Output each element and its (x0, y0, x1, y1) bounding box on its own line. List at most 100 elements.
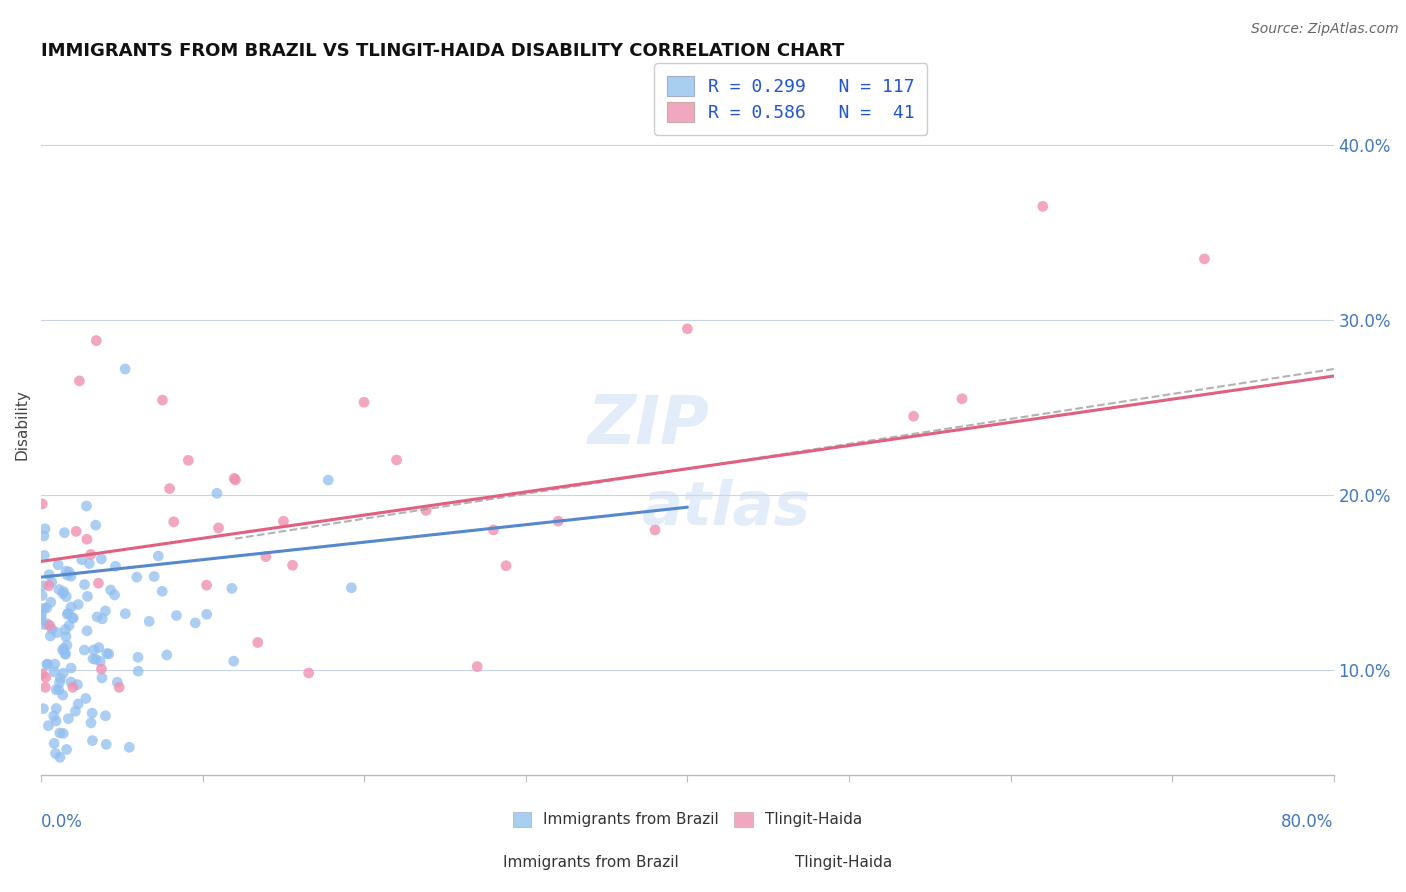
Text: Tlingit-Haida: Tlingit-Haida (794, 855, 893, 870)
Point (35, 600, 58, 615)
Point (73, 643, 96, 657)
Point (37, 719, 59, 733)
Point (56, 607, 79, 622)
Point (67, 697, 90, 711)
Point (73, 577, 96, 591)
Point (465, 659, 488, 673)
Point (35, 616, 58, 631)
Point (32, 617, 55, 632)
Point (246, 635, 269, 649)
Point (82, 733, 104, 747)
Point (67, 598, 90, 612)
Point (222, 654, 245, 668)
Point (52, 643, 75, 657)
Point (86, 610, 108, 624)
Point (94, 709, 117, 723)
Text: IMMIGRANTS FROM BRAZIL VS TLINGIT-HAIDA DISABILITY CORRELATION CHART: IMMIGRANTS FROM BRAZIL VS TLINGIT-HAIDA … (41, 42, 845, 60)
Point (84, 334, 107, 348)
Point (166, 608, 188, 623)
Point (55, 742, 77, 756)
Point (52, 586, 75, 600)
Point (60, 661, 83, 675)
Point (55, 648, 77, 662)
Point (58, 618, 80, 632)
Point (46, 625, 69, 640)
Point (66, 677, 89, 691)
Point (32, 701, 55, 715)
Point (118, 740, 141, 755)
Point (114, 362, 136, 376)
Point (77, 557, 100, 571)
Point (38, 567, 60, 582)
Point (80, 715, 103, 730)
Point (152, 393, 174, 408)
Point (53, 647, 76, 661)
Point (254, 549, 277, 564)
Point (281, 558, 304, 573)
Point (340, 581, 363, 595)
Point (60, 610, 83, 624)
Point (76, 499, 98, 513)
Point (38, 618, 60, 632)
Point (415, 503, 437, 517)
Point (903, 409, 925, 424)
Point (45, 701, 67, 715)
Text: 0.0%: 0.0% (41, 814, 83, 831)
Point (676, 322, 699, 336)
Point (55, 630, 77, 644)
Point (150, 584, 173, 599)
Point (45, 682, 67, 697)
Point (495, 558, 517, 573)
Point (195, 607, 218, 622)
Point (31, 579, 53, 593)
Point (56, 638, 79, 652)
Point (482, 523, 505, 537)
Point (67, 374, 90, 388)
Point (125, 570, 148, 584)
Point (104, 559, 127, 574)
Point (90, 552, 112, 566)
Point (195, 578, 218, 592)
Point (52, 666, 75, 681)
Point (159, 482, 181, 496)
Point (184, 615, 207, 630)
Point (31, 497, 53, 511)
Point (45, 747, 67, 761)
Point (62, 611, 84, 625)
Text: 80.0%: 80.0% (1281, 814, 1334, 831)
Point (76, 533, 98, 547)
Point (75, 691, 97, 706)
Point (52, 584, 75, 599)
Point (60, 599, 83, 614)
Point (42, 709, 65, 723)
Point (34, 681, 56, 695)
Point (298, 665, 321, 680)
Point (41, 622, 63, 636)
Point (644, 523, 666, 537)
Point (108, 681, 131, 695)
Point (76, 624, 98, 638)
Point (221, 582, 243, 596)
Point (80, 548, 103, 562)
Point (52, 726, 75, 740)
Point (385, 453, 408, 467)
Point (35, 657, 58, 672)
Point (58, 712, 80, 726)
Point (104, 588, 127, 602)
Point (127, 650, 149, 665)
Point (177, 453, 200, 467)
Point (31, 589, 53, 603)
Point (207, 521, 229, 535)
Point (224, 473, 246, 487)
Point (96, 737, 118, 751)
Point (48, 582, 70, 597)
Point (38, 579, 60, 593)
Point (83, 643, 105, 657)
Point (70, 552, 93, 566)
Point (90, 662, 112, 676)
Text: Immigrants from Brazil: Immigrants from Brazil (503, 855, 678, 870)
Point (105, 675, 128, 690)
Point (58, 565, 80, 579)
Text: atlas: atlas (641, 479, 811, 539)
Point (127, 664, 149, 678)
